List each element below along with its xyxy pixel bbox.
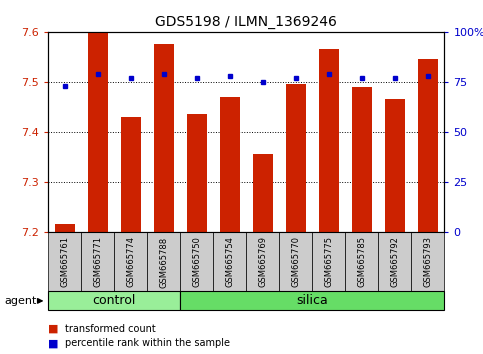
Bar <box>81 232 114 292</box>
Bar <box>412 232 444 292</box>
Text: GSM665788: GSM665788 <box>159 236 168 287</box>
Text: agent: agent <box>5 296 37 306</box>
Bar <box>220 97 240 232</box>
Bar <box>418 59 438 232</box>
Text: percentile rank within the sample: percentile rank within the sample <box>65 338 230 348</box>
Bar <box>180 232 213 292</box>
Bar <box>88 32 108 232</box>
Text: GSM665774: GSM665774 <box>127 236 135 287</box>
Text: GSM665785: GSM665785 <box>357 236 366 287</box>
Bar <box>352 87 372 232</box>
Bar <box>385 99 405 232</box>
Bar <box>286 84 306 232</box>
Bar <box>187 114 207 232</box>
Text: GSM665775: GSM665775 <box>325 236 333 287</box>
Text: GSM665769: GSM665769 <box>258 236 267 287</box>
Text: control: control <box>93 294 136 307</box>
Bar <box>345 232 378 292</box>
Bar <box>319 49 339 232</box>
Bar <box>121 117 141 232</box>
Bar <box>253 154 273 232</box>
Text: GSM665754: GSM665754 <box>226 236 234 287</box>
Text: ■: ■ <box>48 338 59 348</box>
Bar <box>213 232 246 292</box>
Text: GSM665761: GSM665761 <box>60 236 69 287</box>
Bar <box>55 224 75 232</box>
Bar <box>154 44 174 232</box>
Text: transformed count: transformed count <box>65 324 156 333</box>
Bar <box>246 232 279 292</box>
Bar <box>114 232 147 292</box>
Bar <box>48 291 180 310</box>
Bar <box>147 232 180 292</box>
Bar <box>180 291 444 310</box>
Text: GSM665793: GSM665793 <box>424 236 432 287</box>
Text: ■: ■ <box>48 324 59 333</box>
Text: silica: silica <box>297 294 328 307</box>
Bar <box>279 232 313 292</box>
Bar <box>313 232 345 292</box>
Title: GDS5198 / ILMN_1369246: GDS5198 / ILMN_1369246 <box>156 16 337 29</box>
Text: GSM665792: GSM665792 <box>390 236 399 287</box>
Bar <box>48 232 81 292</box>
Text: GSM665750: GSM665750 <box>192 236 201 287</box>
Text: GSM665771: GSM665771 <box>93 236 102 287</box>
Bar <box>378 232 412 292</box>
Text: GSM665770: GSM665770 <box>291 236 300 287</box>
